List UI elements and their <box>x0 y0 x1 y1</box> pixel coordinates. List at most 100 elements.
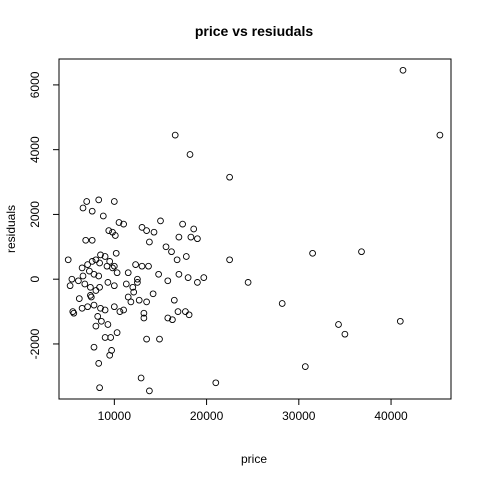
data-point <box>75 295 83 302</box>
x-tick-label: 30000 <box>282 409 316 423</box>
data-point <box>138 262 146 270</box>
data-point <box>129 283 137 291</box>
data-point <box>169 316 176 324</box>
data-point <box>104 321 112 328</box>
y-tick-label: 6000 <box>28 71 42 98</box>
data-point <box>130 288 138 296</box>
data-point <box>90 343 98 351</box>
data-point <box>127 298 135 306</box>
data-point <box>309 249 316 257</box>
data-point <box>143 298 150 306</box>
data-point <box>69 308 77 315</box>
data-point <box>175 270 183 278</box>
data-point <box>81 280 89 288</box>
data-point <box>150 228 158 236</box>
data-point <box>120 220 127 228</box>
data-point <box>96 283 103 291</box>
data-point <box>86 267 93 275</box>
data-point <box>244 279 252 286</box>
data-point <box>87 293 95 301</box>
data-point <box>70 309 78 317</box>
data-point <box>132 261 139 268</box>
data-point <box>112 249 120 257</box>
data-point <box>164 277 172 285</box>
data-point <box>99 212 107 220</box>
data-point <box>92 287 100 294</box>
data-point <box>301 363 309 370</box>
data-point <box>168 248 175 256</box>
data-point <box>187 233 195 241</box>
data-point <box>107 334 115 341</box>
data-point <box>170 296 178 304</box>
data-point <box>143 227 150 234</box>
data-point <box>396 317 404 325</box>
data-point <box>194 235 201 243</box>
data-point <box>79 272 87 280</box>
x-tick-label: 40000 <box>374 409 408 423</box>
data-point <box>106 351 114 359</box>
data-point <box>94 313 102 320</box>
y-tick-label: 2000 <box>28 201 42 228</box>
data-point <box>78 264 86 272</box>
data-point <box>90 270 98 278</box>
data-point <box>179 220 186 228</box>
data-point <box>134 275 141 283</box>
data-point <box>95 360 103 367</box>
data-point <box>110 198 118 205</box>
points-layer <box>64 66 444 395</box>
data-point <box>184 274 192 281</box>
data-point <box>110 303 118 311</box>
data-point <box>79 204 87 212</box>
data-point <box>155 270 162 278</box>
data-point <box>109 228 116 236</box>
data-point <box>95 196 103 204</box>
data-point <box>90 301 98 309</box>
data-point <box>194 279 201 286</box>
data-point <box>64 256 72 264</box>
x-tick-label: 20000 <box>190 409 224 423</box>
data-point <box>84 261 91 268</box>
chart-title: price vs resiudals <box>195 23 314 39</box>
y-tick-label: -2000 <box>28 328 42 359</box>
y-tick-label: 0 <box>28 276 42 283</box>
data-point <box>135 296 143 304</box>
data-point <box>105 227 113 234</box>
data-point <box>88 207 96 215</box>
x-axis: 10000 20000 30000 40000 <box>98 399 408 423</box>
data-point <box>278 300 286 307</box>
data-point <box>212 379 220 387</box>
data-point <box>87 283 94 291</box>
data-point <box>124 269 132 277</box>
data-point <box>113 329 121 336</box>
data-point <box>182 308 189 315</box>
data-point <box>109 264 116 272</box>
data-point <box>96 259 103 267</box>
data-point <box>146 387 153 395</box>
data-point <box>171 131 179 139</box>
data-point <box>101 334 109 341</box>
data-point <box>88 258 96 265</box>
data-point <box>174 308 182 315</box>
data-point <box>140 314 148 322</box>
data-point <box>120 306 127 314</box>
data-point <box>226 173 233 181</box>
data-point <box>137 374 145 382</box>
data-point <box>156 335 163 343</box>
y-tick-label: 4000 <box>28 136 42 163</box>
data-point <box>84 303 91 311</box>
data-point <box>436 131 444 139</box>
data-point <box>162 243 170 251</box>
data-point <box>101 306 109 314</box>
data-point <box>92 322 100 330</box>
data-point <box>98 317 105 325</box>
data-point <box>146 238 153 246</box>
data-point <box>66 282 74 290</box>
data-point <box>68 275 76 283</box>
data-point <box>173 256 181 264</box>
data-point <box>87 292 94 299</box>
data-point <box>101 253 109 260</box>
data-point <box>164 314 172 322</box>
data-point <box>175 233 183 241</box>
data-point <box>399 66 407 74</box>
data-point <box>185 311 193 319</box>
